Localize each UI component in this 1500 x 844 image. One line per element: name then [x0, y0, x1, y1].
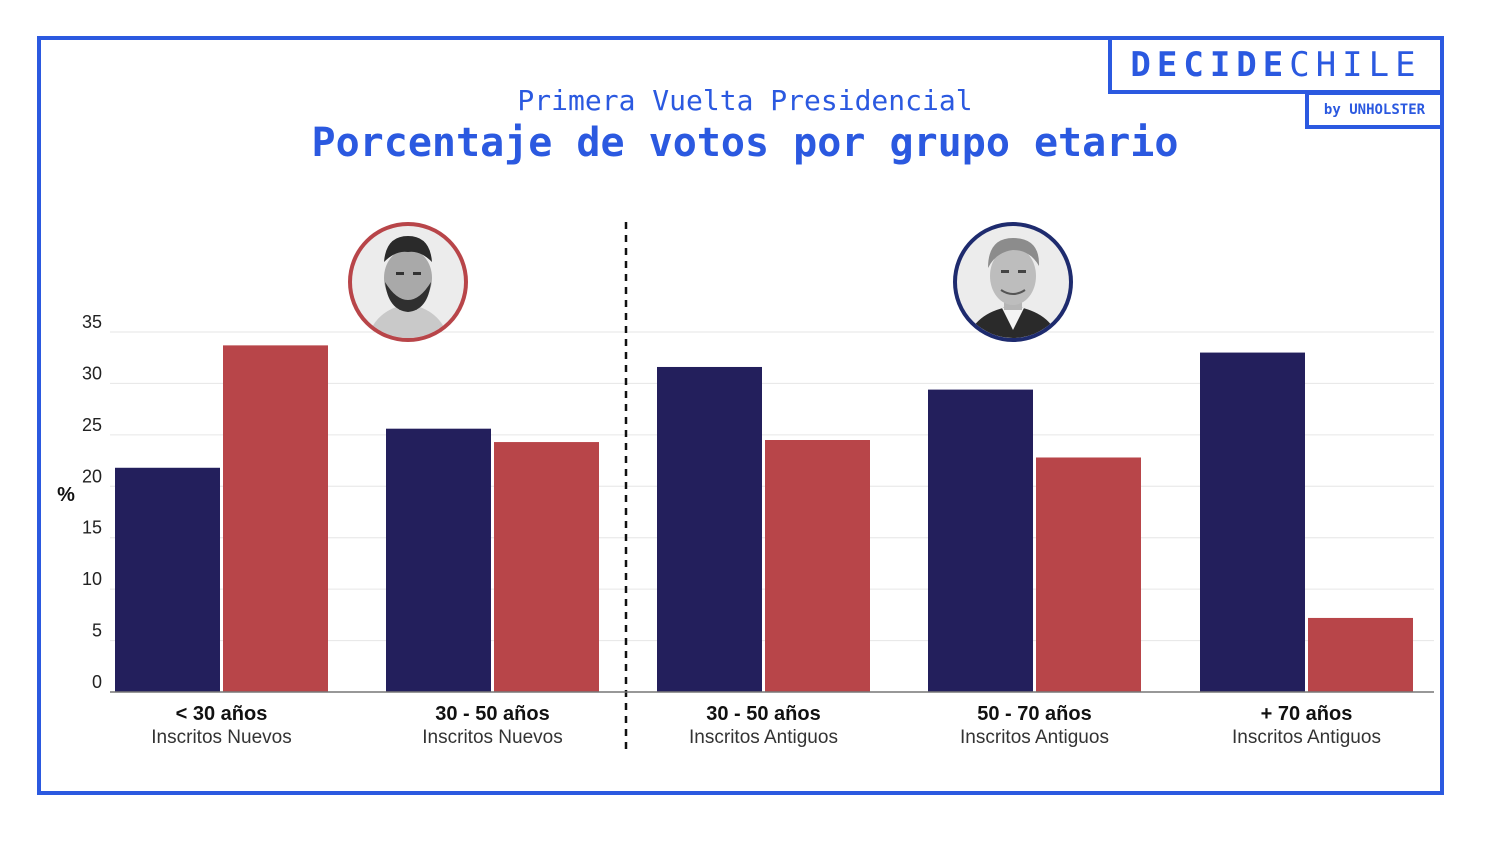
y-tick-label: 0 — [92, 672, 102, 692]
x-category-label: 30 - 50 años Inscritos Nuevos — [373, 703, 613, 749]
bar-boric-0 — [223, 345, 328, 692]
y-tick-label: 15 — [82, 518, 102, 538]
x-category-label: 50 - 70 años Inscritos Antiguos — [915, 703, 1155, 749]
x-category-main: 30 - 50 años — [706, 703, 821, 725]
x-category-main: + 70 años — [1260, 703, 1353, 725]
bar-kast-4 — [1200, 352, 1305, 692]
brand-logo-sub: by UNHOLSTER — [1305, 91, 1444, 129]
brand-logo-bold: DECIDE — [1130, 45, 1290, 85]
bar-boric-4 — [1308, 617, 1413, 692]
y-tick-label: 5 — [92, 621, 102, 641]
x-category-sub: Inscritos Antiguos — [689, 727, 838, 748]
chart-frame — [37, 36, 1444, 795]
bar-boric-1 — [494, 442, 599, 692]
brand-logo: DECIDE CHILE — [1108, 36, 1444, 94]
y-tick-label: 35 — [82, 312, 102, 332]
bar-kast-0 — [115, 467, 220, 692]
chart-subtitle: Primera Vuelta Presidencial — [517, 84, 973, 117]
candidate-photo-boric — [348, 222, 468, 342]
x-category-sub: Inscritos Nuevos — [151, 727, 292, 748]
x-category-label: < 30 años Inscritos Nuevos — [102, 703, 342, 749]
bar-kast-3 — [928, 389, 1033, 692]
y-axis-label: % — [57, 484, 75, 506]
y-tick-label: 30 — [82, 363, 102, 383]
x-category-label: + 70 años Inscritos Antiguos — [1187, 703, 1427, 749]
y-tick-label: 25 — [82, 415, 102, 435]
bar-kast-2 — [657, 366, 762, 692]
x-category-main: < 30 años — [175, 703, 268, 725]
x-category-main: 30 - 50 años — [435, 703, 550, 725]
bar-boric-3 — [1036, 457, 1141, 692]
y-tick-label: 10 — [82, 569, 102, 589]
bar-kast-1 — [386, 428, 491, 692]
x-category-sub: Inscritos Nuevos — [422, 727, 563, 748]
x-category-main: 50 - 70 años — [977, 703, 1092, 725]
x-category-sub: Inscritos Antiguos — [960, 727, 1109, 748]
y-tick-label: 20 — [82, 466, 102, 486]
brand-logo-light: CHILE — [1289, 45, 1422, 85]
x-category-sub: Inscritos Antiguos — [1232, 727, 1381, 748]
chart-title: Porcentaje de votos por grupo etario — [311, 120, 1179, 166]
candidate-photo-kast — [953, 222, 1073, 342]
x-category-label: 30 - 50 años Inscritos Antiguos — [644, 703, 884, 749]
bar-boric-2 — [765, 440, 870, 692]
